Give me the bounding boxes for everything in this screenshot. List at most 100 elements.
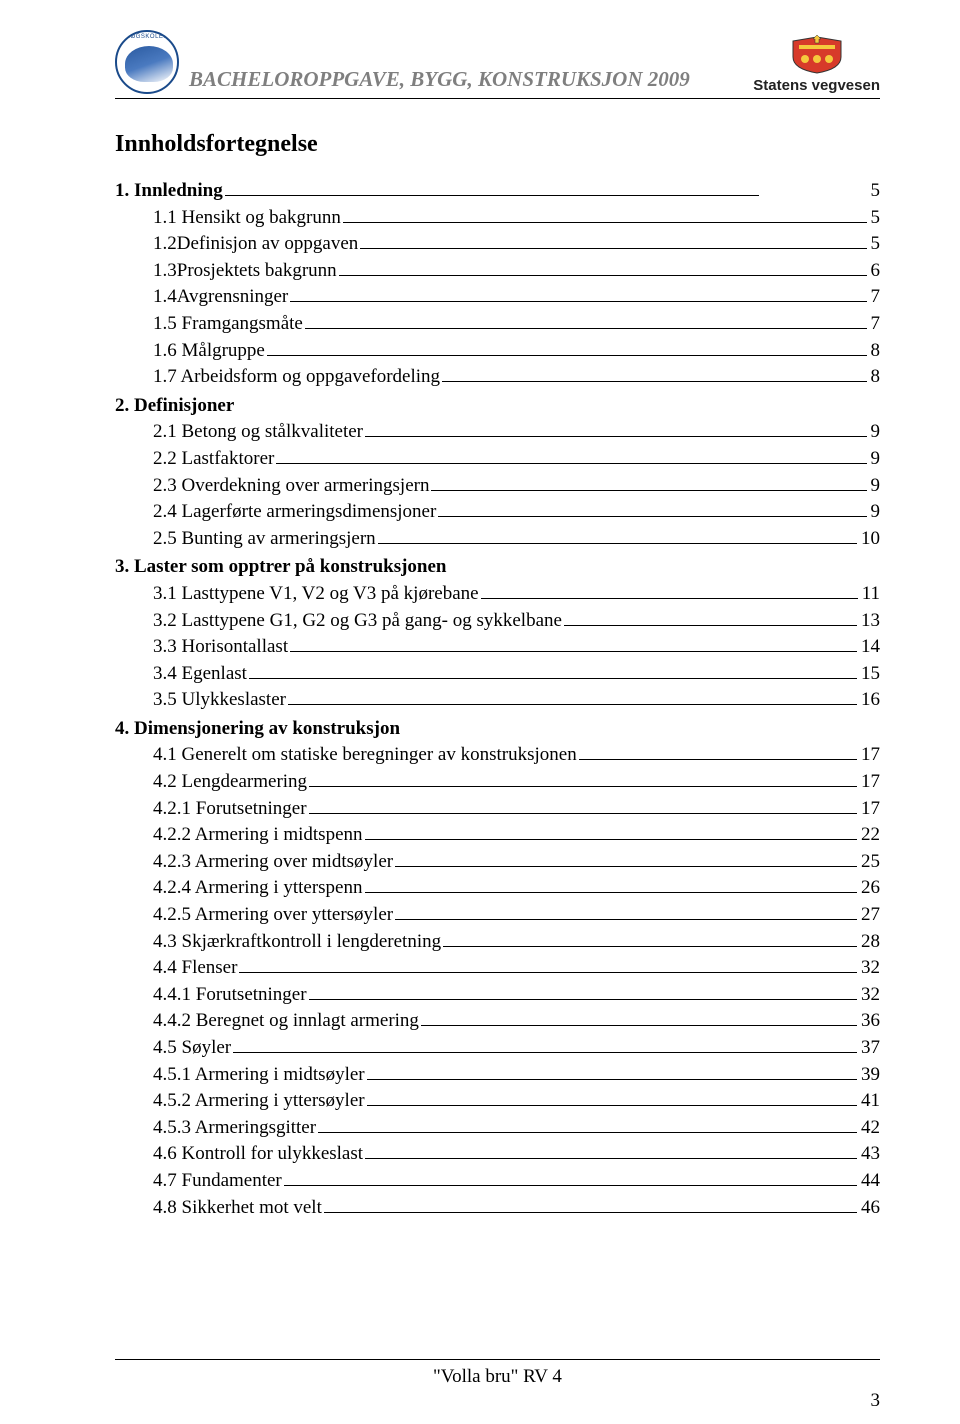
toc-section-heading: 1. Innledning5 — [115, 176, 880, 205]
toc-entry: 4.5.2 Armering i yttersøyler41 — [115, 1088, 880, 1115]
toc-entry-page: 42 — [859, 1115, 880, 1142]
toc-leader-line — [305, 328, 867, 329]
toc-leader-line — [339, 275, 867, 276]
toc-leader-line — [438, 516, 866, 517]
toc-leader-line — [343, 222, 867, 223]
toc-entry-label: 1.7 Arbeidsform og oppgavefordeling — [153, 364, 440, 391]
toc-entry-page: 43 — [859, 1141, 880, 1168]
toc-entry-label: 4.6 Kontroll for ulykkeslast — [153, 1141, 363, 1168]
toc-entry: 4.2.5 Armering over yttersøyler 27 — [115, 902, 880, 929]
toc-title: Innholdsfortegnelse — [115, 131, 880, 158]
toc-entry-label: 1.5 Framgangsmåte — [153, 311, 303, 338]
toc-entry: 3.1 Lasttypene V1, V2 og V3 på kjørebane… — [115, 581, 880, 608]
toc-leader-line — [443, 946, 857, 947]
toc-section-heading: 4. Dimensjonering av konstruksjon — [115, 716, 880, 743]
toc-section-heading: 3. Laster som opptrer på konstruksjonen — [115, 554, 880, 581]
toc-entry-page: 8 — [869, 364, 881, 391]
toc-section-page: 5 — [869, 178, 881, 205]
toc-leader-line — [365, 436, 866, 437]
toc-entry-page: 7 — [869, 284, 881, 311]
toc-entry-page: 9 — [869, 473, 881, 500]
toc-entry-page: 6 — [869, 258, 881, 285]
toc-entry-page: 9 — [869, 419, 881, 446]
vegvesen-text: Statens vegvesen — [753, 77, 880, 94]
toc-entry-label: 2.3 Overdekning over armeringsjern — [153, 473, 429, 500]
toc-leader-line — [324, 1212, 857, 1213]
header-title: BACHELOROPPGAVE, BYGG, KONSTRUKSJON 2009 — [189, 67, 690, 94]
page-number: 3 — [871, 1390, 881, 1412]
toc-entry-page: 11 — [860, 581, 880, 608]
toc-entry-label: 4.5.2 Armering i yttersøyler — [153, 1088, 365, 1115]
toc-entry-page: 28 — [859, 929, 880, 956]
toc-leader-line — [239, 972, 857, 973]
hig-logo-text: HØGSKOLEN — [117, 34, 177, 40]
toc-entry-label: 1.1 Hensikt og bakgrunn — [153, 205, 341, 232]
toc-entry: 4.1 Generelt om statiske beregninger av … — [115, 742, 880, 769]
toc-entry: 4.6 Kontroll for ulykkeslast 43 — [115, 1141, 880, 1168]
toc-entry: 4.5.1 Armering i midtsøyler39 — [115, 1062, 880, 1089]
toc-entry-page: 16 — [859, 687, 880, 714]
toc-leader-line — [360, 248, 866, 249]
table-of-contents: 1. Innledning51.1 Hensikt og bakgrunn51.… — [115, 176, 880, 1221]
toc-leader-line — [365, 1158, 857, 1159]
toc-leader-line — [318, 1132, 857, 1133]
toc-entry-label: 1.2Definisjon av oppgaven — [153, 231, 358, 258]
toc-entry: 4.7 Fundamenter44 — [115, 1168, 880, 1195]
toc-entry: 4.2.3 Armering over midtsøyler25 — [115, 849, 880, 876]
toc-leader-line — [442, 381, 866, 382]
toc-entry: 4.4.1 Forutsetninger32 — [115, 982, 880, 1009]
toc-entry-label: 4.4.1 Forutsetninger — [153, 982, 307, 1009]
toc-entry-label: 1.6 Målgruppe — [153, 338, 265, 365]
footer-rule — [115, 1359, 880, 1360]
toc-entry-label: 4.2.4 Armering i ytterspenn — [153, 875, 363, 902]
toc-entry: 3.3 Horisontallast 14 — [115, 634, 880, 661]
toc-entry-label: 2.1 Betong og stålkvaliteter — [153, 419, 363, 446]
toc-entry: 1.3Prosjektets bakgrunn 6 — [115, 258, 880, 285]
toc-leader-line — [309, 786, 857, 787]
toc-entry: 3.5 Ulykkeslaster 16 — [115, 687, 880, 714]
toc-leader-line — [267, 355, 867, 356]
toc-entry-page: 5 — [869, 231, 881, 258]
toc-leader-line — [309, 999, 857, 1000]
toc-entry-label: 4.2.5 Armering over yttersøyler — [153, 902, 393, 929]
toc-entry: 4.5 Søyler37 — [115, 1035, 880, 1062]
toc-leader-line — [288, 704, 857, 705]
toc-entry-label: 4.2 Lengdearmering — [153, 769, 307, 796]
toc-entry: 4.4.2 Beregnet og innlagt armering 36 — [115, 1008, 880, 1035]
toc-entry-page: 15 — [859, 661, 880, 688]
toc-leader-line — [365, 892, 858, 893]
toc-entry-page: 10 — [859, 526, 880, 553]
toc-entry-page: 17 — [859, 742, 880, 769]
toc-entry: 4.2.1 Forutsetninger17 — [115, 796, 880, 823]
toc-entry-label: 3.5 Ulykkeslaster — [153, 687, 286, 714]
toc-entry-page: 13 — [859, 608, 880, 635]
toc-entry: 1.1 Hensikt og bakgrunn 5 — [115, 205, 880, 232]
toc-entry-label: 1.3Prosjektets bakgrunn — [153, 258, 337, 285]
toc-entry: 1.7 Arbeidsform og oppgavefordeling 8 — [115, 364, 880, 391]
toc-entry-label: 4.4.2 Beregnet og innlagt armering — [153, 1008, 419, 1035]
toc-entry: 2.1 Betong og stålkvaliteter 9 — [115, 419, 880, 446]
toc-entry: 2.4 Lagerførte armeringsdimensjoner9 — [115, 499, 880, 526]
toc-entry-label: 4.5.1 Armering i midtsøyler — [153, 1062, 365, 1089]
toc-leader-line — [309, 813, 857, 814]
toc-entry-page: 14 — [859, 634, 880, 661]
toc-entry-label: 3.3 Horisontallast — [153, 634, 288, 661]
toc-entry-page: 36 — [859, 1008, 880, 1035]
toc-entry-label: 2.5 Bunting av armeringsjern — [153, 526, 376, 553]
toc-leader-line — [290, 651, 857, 652]
toc-entry-label: 4.1 Generelt om statiske beregninger av … — [153, 742, 577, 769]
toc-entry: 4.5.3 Armeringsgitter 42 — [115, 1115, 880, 1142]
toc-leader-line — [431, 490, 866, 491]
toc-entry: 4.4 Flenser32 — [115, 955, 880, 982]
toc-entry-label: 4.4 Flenser — [153, 955, 237, 982]
toc-entry-page: 22 — [859, 822, 880, 849]
toc-entry-page: 5 — [869, 205, 881, 232]
toc-entry-page: 9 — [869, 446, 881, 473]
toc-leader-line — [233, 1052, 857, 1053]
toc-entry-label: 4.2.2 Armering i midtspenn — [153, 822, 363, 849]
toc-leader-line — [579, 759, 857, 760]
toc-entry-label: 2.4 Lagerførte armeringsdimensjoner — [153, 499, 436, 526]
toc-entry-label: 4.2.1 Forutsetninger — [153, 796, 307, 823]
toc-entry-label: 4.5.3 Armeringsgitter — [153, 1115, 316, 1142]
toc-leader-line — [378, 543, 857, 544]
